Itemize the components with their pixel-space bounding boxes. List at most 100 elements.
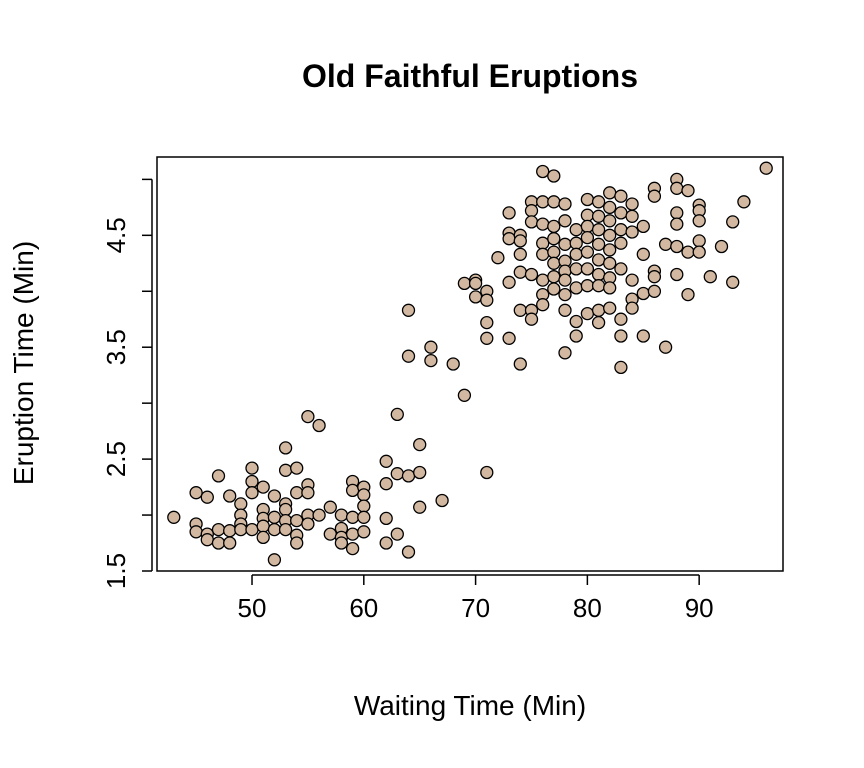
data-point [390,407,404,422]
data-point [603,228,617,242]
data-point [379,477,393,491]
data-point [692,214,706,228]
data-point [547,245,561,259]
data-point [513,303,527,317]
data-point [223,536,237,550]
data-point [536,236,550,250]
data-point [536,217,550,231]
data-point [278,522,293,537]
data-point [435,493,449,508]
data-point [513,234,527,248]
data-point [267,510,282,524]
data-point [580,262,595,276]
data-point [502,232,516,246]
data-point [290,513,304,528]
data-point [547,256,561,270]
data-point [603,281,617,295]
data-point [502,275,516,289]
data-point [301,409,315,424]
data-point [569,314,583,329]
data-point [278,463,293,477]
data-point [401,469,416,483]
data-point [603,256,617,270]
data-point [424,353,438,368]
data-point [413,437,427,452]
data-point [614,223,628,237]
data-point [614,360,628,375]
x-axis: 50 60 70 80 90 [238,574,714,623]
data-point [558,237,572,251]
data-point [390,527,404,541]
data-point [558,273,572,287]
data-point [468,276,483,291]
data-point [245,474,259,489]
data-point [189,525,203,539]
data-point [267,489,282,503]
data-point [357,510,371,524]
data-point [345,541,360,556]
data-points [167,161,773,567]
data-point [323,527,337,541]
data-point [312,508,326,522]
data-point [603,200,617,215]
data-point [670,239,684,254]
data-point [681,287,695,302]
data-point [524,267,539,282]
data-point [703,270,717,284]
data-point [536,195,550,209]
data-point [625,301,639,315]
data-point [714,239,729,254]
data-point [580,245,595,259]
data-point [558,197,572,211]
y-tick-label: 2.5 [101,441,131,477]
data-point [658,237,673,251]
data-point [547,282,561,296]
data-point [547,219,561,234]
data-point [759,161,773,175]
data-point [681,183,695,198]
data-point [625,225,639,239]
data-point [614,262,628,276]
data-point [267,553,282,567]
data-point [625,209,639,223]
y-tick-label: 3.5 [101,329,131,365]
data-point [290,536,304,550]
data-point [256,530,270,545]
data-point [524,215,539,229]
data-point [278,441,293,455]
data-point [603,301,617,315]
data-point [536,247,550,261]
x-tick-label: 70 [461,593,490,623]
data-point [211,522,226,537]
data-point [580,306,595,321]
data-point [357,488,371,502]
data-point [614,312,628,326]
data-point [401,349,416,363]
data-point [569,223,583,237]
data-point [524,312,539,326]
data-point [390,467,404,481]
data-point [591,315,606,330]
data-point [670,181,684,195]
x-tick-label: 50 [238,593,267,623]
data-point [591,237,606,251]
x-tick-label: 80 [573,593,602,623]
data-point [468,290,483,304]
data-point [345,510,360,524]
data-point [569,281,583,295]
data-point [636,286,650,301]
data-point [357,525,371,539]
data-point [569,329,583,343]
data-point [647,189,662,203]
data-point [591,253,606,267]
data-point [580,208,595,222]
data-point [558,303,572,317]
data-point [658,340,673,354]
data-point [379,536,393,550]
data-point [256,480,270,494]
data-point [413,500,427,514]
plot-frame [156,156,784,572]
data-point [401,303,416,317]
data-point [491,251,505,265]
data-point [591,209,606,223]
